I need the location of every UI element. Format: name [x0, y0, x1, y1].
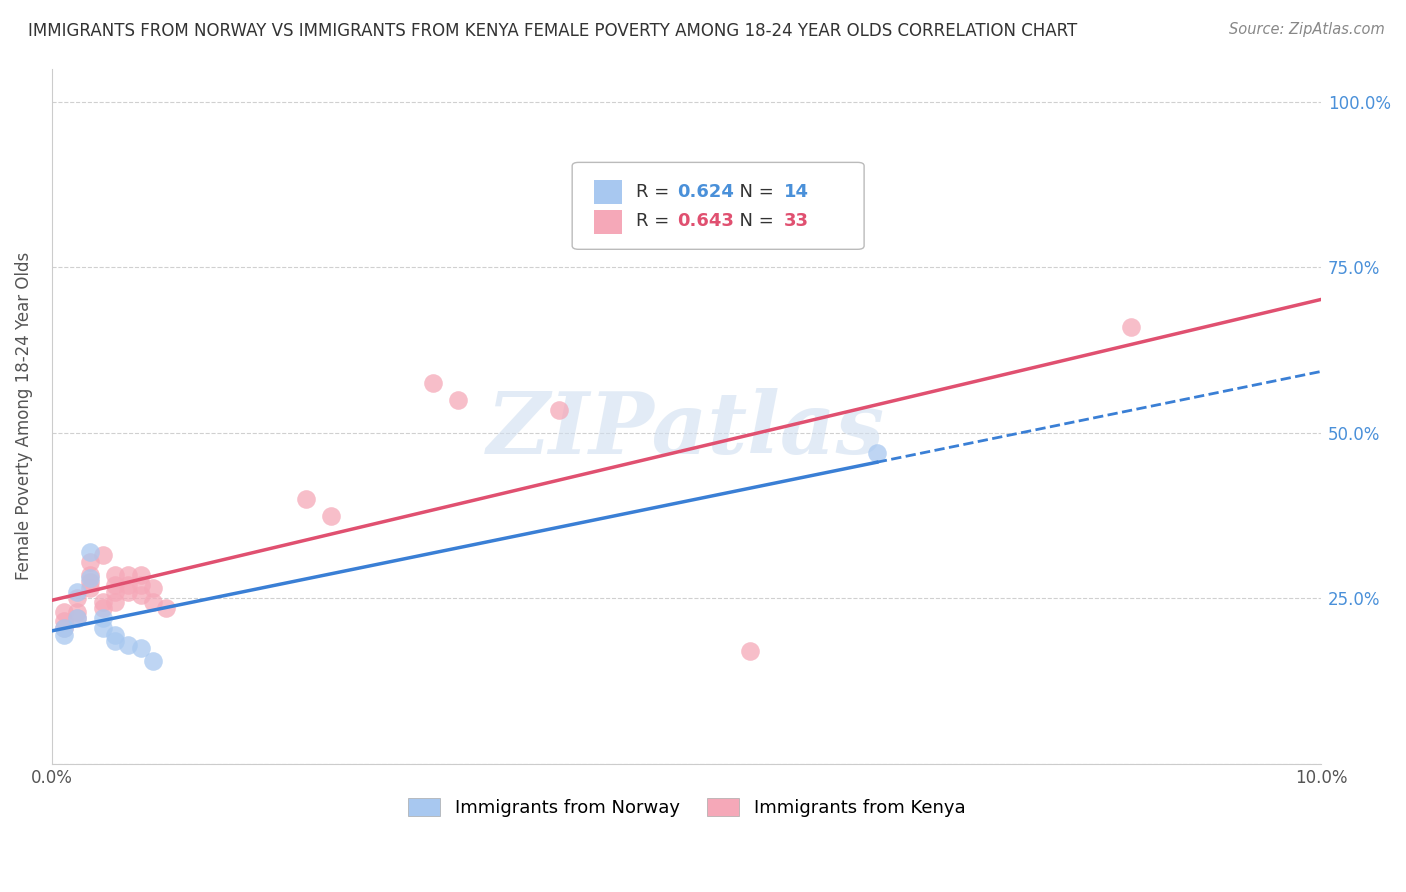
Text: N =: N =	[728, 212, 780, 230]
Point	[117, 638, 139, 652]
Point	[79, 555, 101, 569]
Point	[104, 634, 127, 648]
Point	[142, 654, 165, 668]
Point	[53, 621, 76, 635]
Point	[79, 574, 101, 589]
Point	[294, 491, 316, 506]
Point	[129, 640, 152, 655]
Bar	[593, 180, 621, 204]
Text: 0.643: 0.643	[678, 212, 734, 230]
Point	[66, 584, 89, 599]
Text: IMMIGRANTS FROM NORWAY VS IMMIGRANTS FROM KENYA FEMALE POVERTY AMONG 18-24 YEAR : IMMIGRANTS FROM NORWAY VS IMMIGRANTS FRO…	[28, 22, 1077, 40]
Point	[422, 376, 444, 390]
Text: R =: R =	[636, 183, 675, 201]
Text: ZIPatlas: ZIPatlas	[488, 388, 886, 472]
Point	[104, 568, 127, 582]
Point	[79, 568, 101, 582]
Point	[66, 611, 89, 625]
Point	[129, 568, 152, 582]
Point	[548, 402, 571, 417]
Text: R =: R =	[636, 212, 675, 230]
Point	[53, 605, 76, 619]
Text: 33: 33	[785, 212, 808, 230]
Point	[738, 644, 761, 658]
Point	[91, 621, 114, 635]
Point	[155, 601, 177, 615]
FancyBboxPatch shape	[572, 162, 865, 249]
Point	[1119, 319, 1142, 334]
Point	[53, 621, 76, 635]
Point	[104, 578, 127, 592]
Legend: Immigrants from Norway, Immigrants from Kenya: Immigrants from Norway, Immigrants from …	[401, 790, 973, 824]
Point	[104, 628, 127, 642]
Point	[66, 611, 89, 625]
Text: 14: 14	[785, 183, 808, 201]
Point	[104, 594, 127, 608]
Point	[104, 584, 127, 599]
Point	[66, 591, 89, 606]
Point	[79, 545, 101, 559]
Point	[79, 571, 101, 585]
Point	[91, 548, 114, 562]
Point	[117, 578, 139, 592]
Text: N =: N =	[728, 183, 780, 201]
Point	[142, 594, 165, 608]
Point	[91, 601, 114, 615]
Point	[866, 445, 889, 459]
Point	[129, 578, 152, 592]
Text: 0.624: 0.624	[678, 183, 734, 201]
Y-axis label: Female Poverty Among 18-24 Year Olds: Female Poverty Among 18-24 Year Olds	[15, 252, 32, 581]
Bar	[593, 210, 621, 234]
Text: Source: ZipAtlas.com: Source: ZipAtlas.com	[1229, 22, 1385, 37]
Point	[53, 628, 76, 642]
Point	[319, 508, 342, 523]
Point	[53, 615, 76, 629]
Point	[91, 611, 114, 625]
Point	[66, 605, 89, 619]
Point	[79, 582, 101, 596]
Point	[117, 584, 139, 599]
Point	[91, 594, 114, 608]
Point	[142, 582, 165, 596]
Point	[129, 588, 152, 602]
Point	[447, 392, 470, 407]
Point	[117, 568, 139, 582]
